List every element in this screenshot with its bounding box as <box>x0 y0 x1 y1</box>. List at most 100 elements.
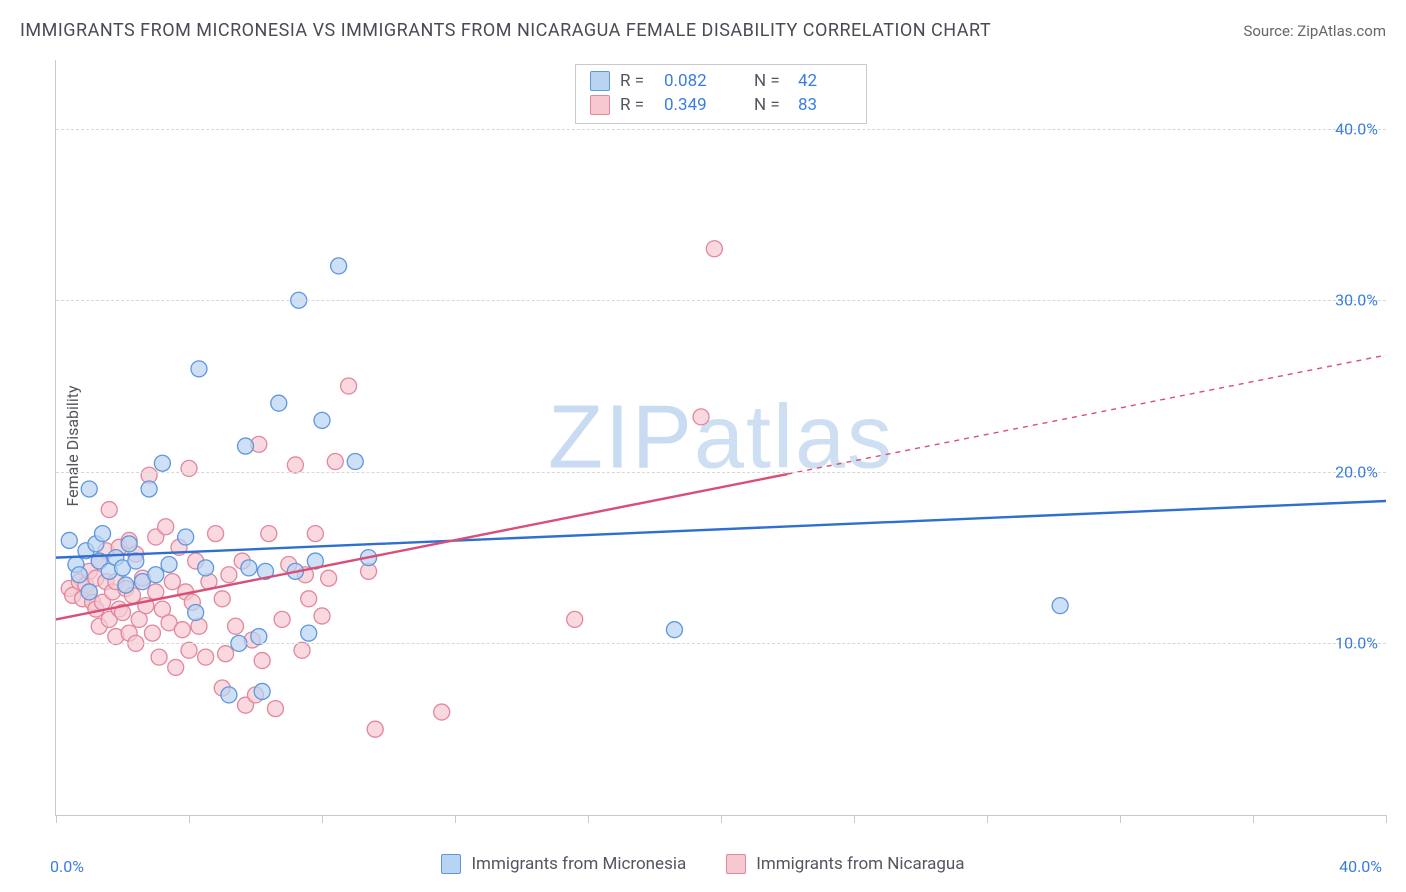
x-tick <box>854 815 855 823</box>
scatter-point-micronesia <box>81 584 97 600</box>
scatter-point-nicaragua <box>706 241 722 257</box>
stat-r-label: R = <box>620 93 654 117</box>
swatch-nicaragua <box>726 854 746 874</box>
y-tick-label: 20.0% <box>1335 462 1378 481</box>
scatter-point-nicaragua <box>198 649 214 665</box>
scatter-point-micronesia <box>241 560 257 576</box>
chart-title: IMMIGRANTS FROM MICRONESIA VS IMMIGRANTS… <box>20 20 991 41</box>
swatch-micronesia <box>441 854 461 874</box>
scatter-point-nicaragua <box>164 574 180 590</box>
scatter-point-nicaragua <box>274 611 290 627</box>
scatter-point-nicaragua <box>314 608 330 624</box>
x-tick <box>455 815 456 823</box>
scatter-point-nicaragua <box>434 704 450 720</box>
scatter-point-nicaragua <box>267 701 283 717</box>
scatter-point-nicaragua <box>294 642 310 658</box>
scatter-point-micronesia <box>121 536 137 552</box>
scatter-point-micronesia <box>154 455 170 471</box>
stat-n-label: N = <box>754 69 788 93</box>
scatter-point-micronesia <box>161 556 177 572</box>
scatter-point-nicaragua <box>214 591 230 607</box>
gridline-h <box>56 129 1386 130</box>
x-tick <box>56 815 57 823</box>
x-tick <box>1120 815 1121 823</box>
scatter-point-micronesia <box>271 395 287 411</box>
legend-label: Immigrants from Nicaragua <box>756 854 964 874</box>
y-tick-label: 40.0% <box>1335 119 1378 138</box>
stat-n-label: N = <box>754 93 788 117</box>
plot-area: ZIPatlas R =0.082N =42R =0.349N =83 10.0… <box>55 60 1386 816</box>
x-tick <box>1386 815 1387 823</box>
scatter-point-nicaragua <box>101 502 117 518</box>
scatter-point-nicaragua <box>287 457 303 473</box>
scatter-point-nicaragua <box>341 378 357 394</box>
scatter-point-micronesia <box>251 629 267 645</box>
title-bar: IMMIGRANTS FROM MICRONESIA VS IMMIGRANTS… <box>20 20 1386 41</box>
scatter-point-nicaragua <box>254 653 270 669</box>
y-tick-label: 10.0% <box>1335 634 1378 653</box>
scatter-point-nicaragua <box>307 526 323 542</box>
gridline-h <box>56 643 1386 644</box>
gridline-h <box>56 300 1386 301</box>
scatter-point-micronesia <box>191 361 207 377</box>
scatter-point-micronesia <box>71 567 87 583</box>
stat-n-value: 42 <box>798 69 852 93</box>
scatter-point-micronesia <box>238 438 254 454</box>
x-tick <box>721 815 722 823</box>
scatter-point-micronesia <box>221 687 237 703</box>
x-tick <box>987 815 988 823</box>
legend-label: Immigrants from Micronesia <box>471 854 686 874</box>
scatter-svg <box>56 60 1386 815</box>
scatter-point-micronesia <box>254 683 270 699</box>
stat-row-nicaragua: R = 0.349 N = 83 <box>590 93 852 117</box>
y-tick-label: 30.0% <box>1335 291 1378 310</box>
trend-line-nicaragua <box>56 474 788 619</box>
scatter-point-micronesia <box>301 625 317 641</box>
scatter-point-micronesia <box>314 412 330 428</box>
scatter-point-micronesia <box>81 481 97 497</box>
scatter-point-nicaragua <box>168 659 184 675</box>
scatter-point-nicaragua <box>567 611 583 627</box>
source-label: Source: ZipAtlas.com <box>1243 22 1386 40</box>
scatter-point-nicaragua <box>228 618 244 634</box>
stat-n-value: 83 <box>798 93 852 117</box>
scatter-point-nicaragua <box>181 460 197 476</box>
scatter-point-micronesia <box>331 258 347 274</box>
scatter-point-nicaragua <box>367 721 383 737</box>
stat-r-label: R = <box>620 69 654 93</box>
stats-legend-box: R =0.082N =42R =0.349N =83 <box>575 64 867 124</box>
x-tick <box>189 815 190 823</box>
scatter-point-nicaragua <box>144 625 160 641</box>
legend-item-nicaragua: Immigrants from Nicaragua <box>726 854 964 874</box>
scatter-point-micronesia <box>666 622 682 638</box>
x-tick <box>1253 815 1254 823</box>
scatter-point-micronesia <box>188 605 204 621</box>
trend-line-dashed-nicaragua <box>788 355 1387 474</box>
scatter-point-micronesia <box>148 567 164 583</box>
bottom-legend: Immigrants from Micronesia Immigrants fro… <box>0 854 1406 874</box>
scatter-point-nicaragua <box>151 649 167 665</box>
scatter-point-micronesia <box>347 454 363 470</box>
scatter-point-nicaragua <box>181 642 197 658</box>
scatter-point-nicaragua <box>321 570 337 586</box>
scatter-point-nicaragua <box>174 622 190 638</box>
scatter-point-nicaragua <box>208 526 224 542</box>
stat-row-micronesia: R =0.082N =42 <box>590 69 852 93</box>
scatter-point-nicaragua <box>301 591 317 607</box>
scatter-point-micronesia <box>1052 598 1068 614</box>
scatter-point-nicaragua <box>261 526 277 542</box>
swatch-nicaragua <box>590 95 610 115</box>
trend-line-micronesia <box>56 501 1386 558</box>
scatter-point-nicaragua <box>327 454 343 470</box>
gridline-h <box>56 472 1386 473</box>
scatter-point-micronesia <box>198 560 214 576</box>
scatter-point-micronesia <box>141 481 157 497</box>
scatter-point-nicaragua <box>221 567 237 583</box>
x-tick <box>588 815 589 823</box>
scatter-point-nicaragua <box>158 519 174 535</box>
scatter-point-nicaragua <box>693 409 709 425</box>
stat-r-value: 0.349 <box>664 93 718 117</box>
scatter-point-micronesia <box>95 526 111 542</box>
swatch-micronesia <box>590 71 610 91</box>
scatter-point-nicaragua <box>218 646 234 662</box>
